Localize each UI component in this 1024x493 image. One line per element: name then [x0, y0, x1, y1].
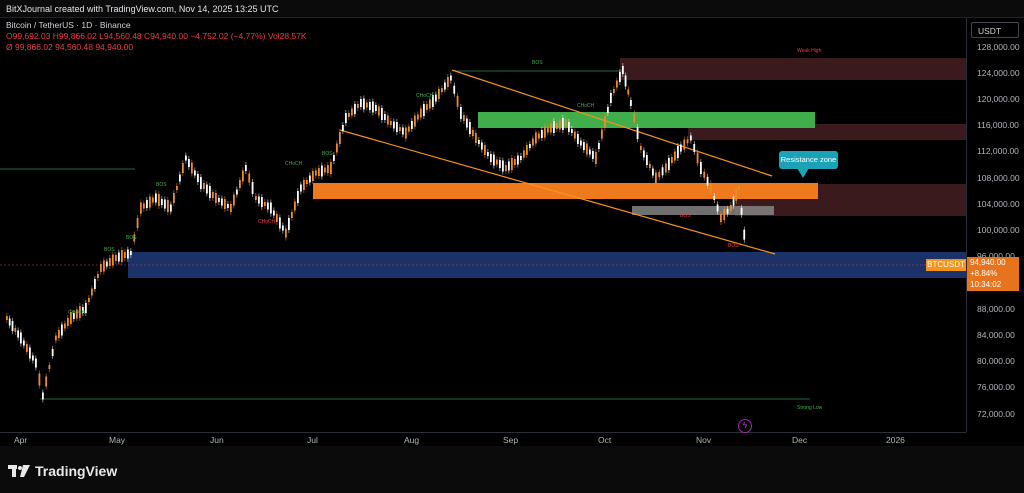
price-tick: 84,000.00 [977, 330, 1015, 340]
label-bos-3: BOS [104, 247, 115, 253]
time-axis[interactable]: Apr May Jun Jul Aug Sep Oct Nov Dec 2026… [0, 419, 966, 447]
price-tick: 100,000.00 [977, 225, 1020, 235]
label-choch-3: CHoCH [285, 161, 303, 167]
label-choch-1: CHoCH [416, 93, 434, 99]
symbol-title[interactable]: Bitcoin / TetherUS · 1D · Binance [6, 20, 131, 30]
time-tick: Jun [210, 435, 224, 445]
last-price-box: 94,940.00 +8.84% 10:34:02 [967, 257, 1019, 291]
demand-zone [128, 252, 966, 278]
price-tick: 88,000.00 [977, 304, 1015, 314]
label-weak-high: Weak High [797, 48, 822, 54]
label-bos-2: BOS [156, 182, 167, 188]
channel-upper [451, 69, 773, 177]
time-tick: 2026 [886, 435, 905, 445]
time-tick: Aug [404, 435, 420, 445]
chart-pane[interactable]: BOS Weak High Strong Low CHoCH CHoCH CHo… [0, 18, 966, 432]
bar-countdown: 10:34:02 [970, 280, 1002, 289]
label-bos-4: BOS [126, 235, 137, 241]
label-choch-2: CHoCH [577, 103, 595, 109]
ohlc-values: O99,692.03 H99,866.02 L94,560.48 C94,940… [6, 31, 307, 41]
time-tick: May [109, 435, 126, 445]
time-tick: Dec [792, 435, 808, 445]
label-bos-top: BOS [532, 60, 543, 66]
price-tick: 72,000.00 [977, 409, 1015, 419]
green-zone [478, 112, 815, 128]
candlesticks [6, 63, 746, 403]
grey-zone [632, 206, 774, 215]
price-tick: 124,000.00 [977, 68, 1020, 78]
price-tick: 128,000.00 [977, 42, 1020, 52]
label-bos-red-1: BOS [680, 213, 691, 219]
callout-pointer [797, 168, 809, 178]
resistance-zone-box [313, 183, 818, 199]
label-strong-low: Strong Low [797, 405, 823, 411]
footer-bar: TradingView [0, 446, 1024, 493]
price-tick: 76,000.00 [977, 382, 1015, 392]
tradingview-logo[interactable]: TradingView [8, 463, 117, 479]
price-tick: 108,000.00 [977, 173, 1020, 183]
label-bos-1: BOS [322, 151, 333, 157]
weak-high-zone [620, 58, 966, 80]
price-axis[interactable]: USDT 128,000.00 124,000.00 120,000.00 11… [966, 18, 1024, 432]
label-choch-red: CHoCH [258, 219, 276, 225]
time-tick: Oct [598, 435, 612, 445]
time-tick: Nov [696, 435, 712, 445]
symbol-legend[interactable]: Bitcoin / TetherUS · 1D · Binance O99,69… [6, 20, 307, 53]
label-bos-red-2: BOS [728, 243, 739, 249]
time-tick: Jul [307, 435, 318, 445]
price-tick: 112,000.00 [977, 146, 1019, 156]
price-change: +8.84% [970, 269, 998, 278]
price-tick: 120,000.00 [977, 94, 1020, 104]
currency-button[interactable]: USDT [971, 22, 1019, 38]
price-tick: 96,000.00 [977, 251, 1015, 261]
price-tick: 116,000.00 [977, 120, 1019, 130]
symbol-price-tag: BTCUSDT [926, 259, 966, 271]
chart-header: BitXJournal created with TradingView.com… [0, 0, 1024, 18]
price-tick: 80,000.00 [977, 356, 1015, 366]
time-tick: Sep [503, 435, 519, 445]
price-chart[interactable]: BOS Weak High Strong Low CHoCH CHoCH CHo… [0, 18, 966, 432]
label-choch-4: CHoCH [68, 310, 86, 316]
price-tick: 104,000.00 [977, 199, 1020, 209]
lightning-icon[interactable]: ϟ [738, 419, 752, 433]
time-tick: Apr [14, 435, 28, 445]
tradingview-wordmark: TradingView [35, 463, 118, 479]
indicator-values: Ø 99,866.02 94,560.48 94,940.00 [6, 42, 134, 52]
resistance-zone-callout: Resistance zone [779, 151, 838, 169]
channel-lower [339, 129, 776, 255]
tradingview-icon [8, 465, 30, 477]
last-price: 94,940.00 [970, 258, 1006, 267]
